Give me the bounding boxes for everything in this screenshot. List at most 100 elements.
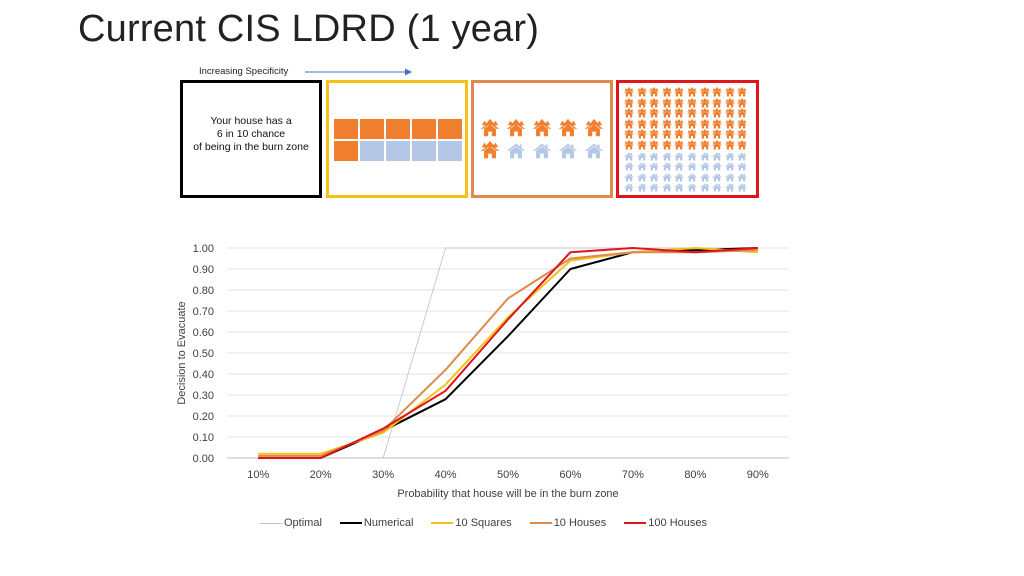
- house-icon: [686, 173, 697, 182]
- legend-item: 10 Squares: [431, 517, 512, 529]
- x-tick-labels: 10% 20% 30% 40% 50% 60% 70% 80% 90%: [247, 469, 769, 481]
- y-tick-label: 0.60: [193, 327, 214, 339]
- house-icon: [661, 152, 672, 161]
- burning-house-icon: [661, 129, 672, 139]
- y-tick-label: 0.20: [193, 411, 214, 423]
- house-icon: [699, 183, 710, 192]
- burning-house-icon: [737, 118, 748, 129]
- burning-house-icon: [624, 129, 634, 139]
- burning-house-icon: [699, 118, 710, 129]
- burning-house-icon: [636, 97, 647, 108]
- squares-format-panel: [326, 80, 468, 198]
- empty-square: [412, 141, 436, 161]
- specificity-arrow-icon: [305, 68, 412, 76]
- burning-house-icon: [649, 139, 660, 150]
- house-icon: [737, 173, 748, 182]
- burning-house-icon: [649, 129, 660, 139]
- chart-series: [258, 247, 758, 459]
- legend-label: 10 Houses: [553, 517, 607, 529]
- house-icon: [724, 162, 735, 171]
- burning-house-icon: [712, 108, 723, 118]
- y-tick-label: 0.80: [193, 285, 214, 297]
- specificity-label: Increasing Specificity: [199, 66, 289, 77]
- house-icon: [506, 143, 526, 159]
- x-axis-label: Probability that house will be in the bu…: [397, 488, 618, 500]
- page-title: Current CIS LDRD (1 year): [78, 8, 540, 50]
- burning-house-icon: [636, 139, 647, 150]
- burning-house-icon: [737, 87, 748, 97]
- y-tick-label: 0.10: [193, 432, 214, 444]
- legend-swatch: [431, 522, 454, 524]
- house-icon: [649, 173, 660, 182]
- x-tick-label: 30%: [372, 469, 394, 481]
- burning-house-icon: [686, 118, 697, 129]
- burning-house-icon: [674, 87, 685, 97]
- text-format-panel: Your house has a 6 in 10 chance of being…: [180, 80, 322, 198]
- burning-house-icon: [724, 139, 735, 150]
- legend-swatch: [260, 522, 282, 524]
- burning-house-icon: [636, 87, 647, 97]
- burning-house-icon: [584, 118, 604, 137]
- burning-house-icon: [624, 108, 634, 118]
- burning-house-icon: [699, 139, 710, 150]
- filled-square: [412, 119, 436, 139]
- house-icon: [712, 183, 723, 192]
- burning-house-icon: [661, 97, 672, 108]
- x-tick-label: 60%: [559, 469, 581, 481]
- burning-house-icon: [737, 108, 748, 118]
- house-icon: [661, 173, 672, 182]
- house-icon: [661, 162, 672, 171]
- filled-square: [360, 119, 384, 139]
- burning-house-icon: [649, 87, 660, 97]
- house-icon: [636, 162, 647, 171]
- x-tick-label: 80%: [684, 469, 706, 481]
- y-tick-label: 0.30: [193, 390, 214, 402]
- houses100-grid: [623, 86, 749, 192]
- burning-house-icon: [724, 129, 735, 139]
- x-tick-label: 90%: [747, 469, 769, 481]
- house-icon: [532, 143, 552, 159]
- burning-house-icon: [674, 129, 685, 139]
- burning-house-icon: [636, 118, 647, 129]
- burning-house-icon: [699, 97, 710, 108]
- house-icon: [674, 183, 685, 192]
- house-icon: [699, 152, 710, 161]
- burning-house-icon: [624, 139, 634, 150]
- burning-house-icon: [674, 139, 685, 150]
- burning-house-icon: [558, 118, 578, 137]
- burning-house-icon: [686, 108, 697, 118]
- burning-house-icon: [649, 97, 660, 108]
- house-icon: [636, 173, 647, 182]
- y-tick-label: 0.00: [193, 453, 214, 465]
- house-icon: [624, 183, 634, 192]
- burning-house-icon: [712, 118, 723, 129]
- house-icon: [649, 162, 660, 171]
- burning-house-icon: [506, 118, 526, 137]
- filled-square: [386, 119, 410, 139]
- burning-house-icon: [724, 97, 735, 108]
- house-icon: [674, 152, 685, 161]
- burning-house-icon: [686, 129, 697, 139]
- burning-house-icon: [737, 129, 748, 139]
- house-icon: [686, 183, 697, 192]
- burning-house-icon: [661, 87, 672, 97]
- legend-label: Optimal: [284, 517, 322, 529]
- burning-house-icon: [686, 87, 697, 97]
- house-icon: [737, 152, 748, 161]
- house-icon: [724, 173, 735, 182]
- burning-house-icon: [737, 139, 748, 150]
- burning-house-icon: [661, 118, 672, 129]
- burning-house-icon: [636, 108, 647, 118]
- series-line-10-squares: [258, 247, 758, 455]
- filled-square: [334, 141, 358, 161]
- legend-swatch: [529, 522, 552, 524]
- house-icon: [558, 143, 578, 159]
- house-icon: [674, 162, 685, 171]
- house-icon: [649, 152, 660, 161]
- y-tick-label: 0.40: [193, 369, 214, 381]
- house-icon: [649, 183, 660, 192]
- burning-house-icon: [699, 108, 710, 118]
- burning-house-icon: [724, 108, 735, 118]
- x-tick-label: 10%: [247, 469, 269, 481]
- house-icon: [724, 183, 735, 192]
